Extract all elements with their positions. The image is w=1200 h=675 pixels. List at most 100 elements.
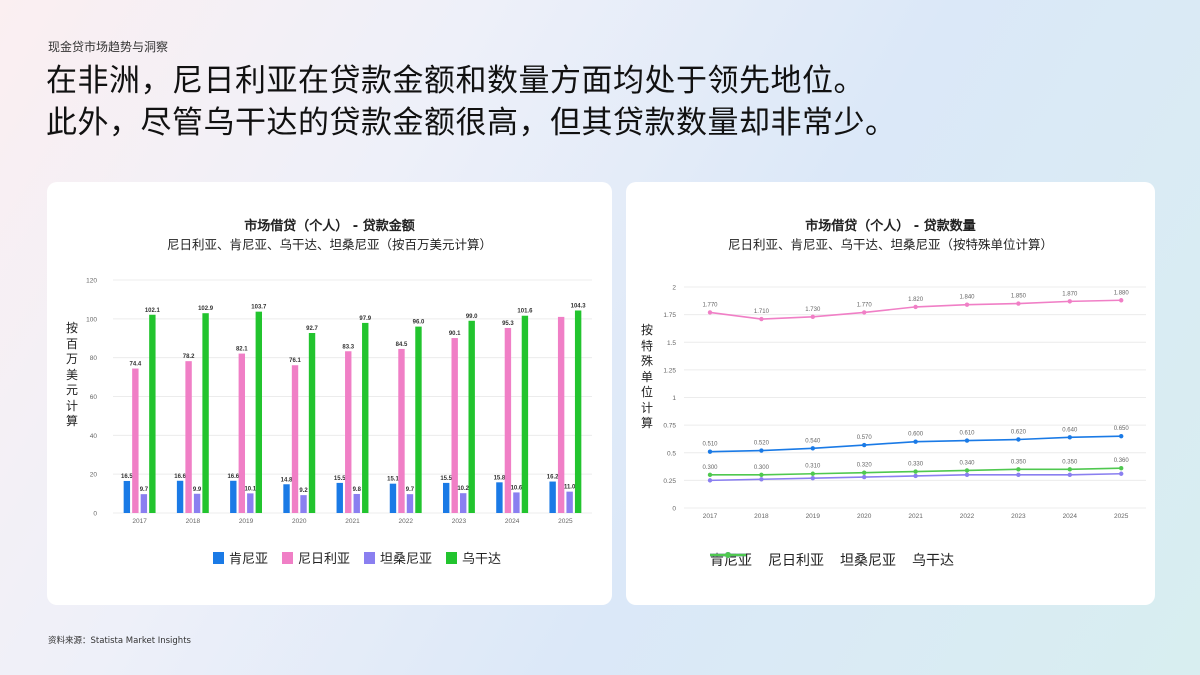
bar [521,315,529,513]
y-tick-label: 80 [90,355,98,362]
legend-item: 乌干达 [446,548,501,567]
data-label: 102.9 [198,306,214,312]
bar [389,483,397,513]
bar [230,480,237,513]
bar [513,492,520,513]
data-point [964,302,970,307]
data-point [1016,467,1021,472]
data-point [862,474,867,480]
data-label: 0.510 [702,442,718,448]
data-point [1016,472,1021,478]
bar [176,480,184,513]
data-label: 1.850 [1011,294,1027,300]
data-label: 15.1 [387,477,399,483]
legend-label: 乌干达 [912,553,954,569]
bar [415,326,422,513]
legend-swatch [364,551,376,564]
bar [406,494,414,513]
y-tick-label: 1 [672,395,676,402]
x-tick-label: 2023 [1011,513,1026,520]
data-point [707,310,713,315]
x-tick-label: 2019 [806,513,821,520]
page-kicker: 现金贷市场趋势与洞察 [48,40,169,54]
data-label: 15.8 [494,475,506,481]
x-tick-label: 2020 [857,513,872,520]
data-label: 0.520 [754,441,770,447]
y-tick-label: 0.25 [663,478,676,485]
data-point [810,471,815,476]
y-tick-label: 40 [90,433,98,440]
bar [353,493,360,513]
bar [574,310,582,513]
loan-count-chart: 0 0.25 0.5 0.75 1 1.25 1.5 1.75 2 2017 2018 2019 202… [663,285,1146,520]
data-label: 74.4 [130,362,142,368]
bar [345,351,352,513]
data-label: 76.1 [289,358,301,364]
data-label: 11.0 [564,485,576,491]
bar [291,365,299,513]
legend-label: 坦桑尼亚 [840,553,896,569]
series-line [709,299,1122,320]
legend-line-swatch [710,552,746,558]
data-label: 82.1 [236,347,248,353]
data-point [913,469,918,474]
data-label: 0.300 [754,465,770,471]
data-point [759,477,764,482]
y-tick-label: 1.25 [663,367,676,374]
data-label: 92.7 [306,326,318,332]
legend-item: 尼日利亚 [710,550,824,570]
data-label: 78.2 [183,354,195,360]
x-tick-label: 2017 [132,518,147,525]
data-point [707,478,713,483]
data-label: 0.650 [1114,426,1130,432]
data-point [759,448,764,453]
data-point [1067,435,1072,440]
x-tick-label: 2024 [1063,513,1078,520]
bar [398,348,405,513]
bar [308,333,316,513]
legend-swatch [213,551,224,564]
x-tick-label: 2021 [345,518,360,525]
data-label: 9.2 [299,488,308,494]
legend-item: 坦桑尼亚 [710,550,896,570]
data-point [759,316,764,322]
x-tick-label: 2025 [1114,513,1129,520]
bar [496,482,503,513]
data-label: 16.6 [227,474,239,480]
x-tick-label: 2021 [908,513,923,520]
data-label: 103.7 [251,305,267,311]
data-label: 15.5 [334,476,346,482]
data-label: 0.350 [1011,459,1027,465]
y-tick-label: 2 [672,285,676,292]
data-label: 102.1 [145,308,161,314]
data-label: 1.870 [1062,291,1078,297]
legend-label: 坦桑尼亚 [380,552,433,567]
data-point [707,449,713,454]
data-label: 101.6 [517,309,533,315]
data-point [964,438,970,443]
bar [185,361,192,513]
data-point [913,304,918,310]
bar [442,482,450,513]
data-label: 0.310 [805,464,821,470]
data-point [1119,466,1124,471]
source-note: 资料来源：Statista Market Insights [48,636,191,646]
data-label: 0.360 [1114,458,1130,464]
x-tick-label: 2023 [452,518,467,525]
legend-item: 坦桑尼亚 [364,548,432,567]
y-tick-label: 100 [86,316,97,323]
loan-amount-y-axis-label: 按百万美元计算 [65,321,78,428]
data-label: 99.0 [466,314,478,320]
data-label: 0.570 [857,435,873,441]
data-label: 0.320 [857,463,873,469]
x-tick-label: 2020 [292,518,307,525]
data-point [1119,433,1124,439]
legend-item: 乌干达 [710,550,954,570]
bar [504,327,512,513]
loan-amount-legend: 肯尼亚 尼日利亚 坦桑尼亚 乌干达 [213,548,515,567]
legend-swatch [446,551,458,564]
legend-label: 肯尼亚 [229,552,269,567]
bar [283,484,290,513]
x-tick-label: 2017 [703,513,718,520]
data-point [810,446,815,451]
